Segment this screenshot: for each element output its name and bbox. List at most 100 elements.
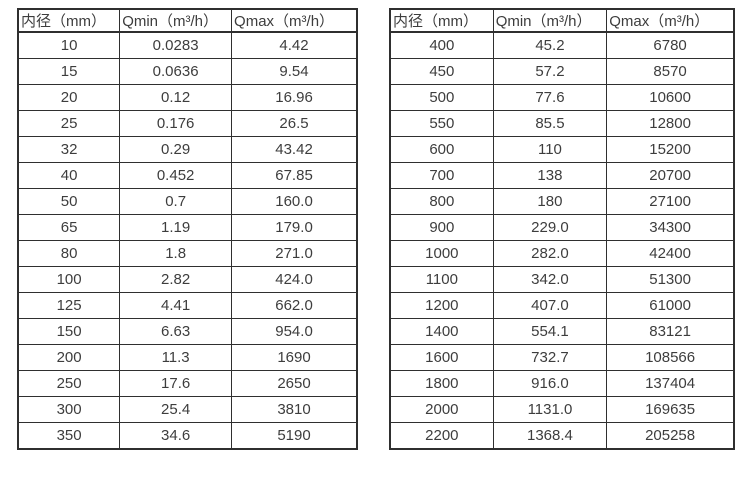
table-cell: 450 bbox=[389, 58, 494, 85]
table-row: 100 2.82 424.0 bbox=[17, 266, 358, 293]
table-cell: 27100 bbox=[606, 188, 735, 215]
table-cell: 3810 bbox=[231, 396, 358, 423]
table-cell: 550 bbox=[389, 110, 494, 137]
table-cell: 1368.4 bbox=[492, 422, 608, 450]
header-row: 内径（mm） Qmin（m³/h） Qmax（m³/h） bbox=[389, 8, 735, 33]
table-cell: 80 bbox=[17, 240, 121, 267]
table-cell: 179.0 bbox=[231, 214, 358, 241]
table-cell: 1200 bbox=[389, 292, 494, 319]
table-row: 800 180 27100 bbox=[389, 188, 735, 215]
table-row: 450 57.2 8570 bbox=[389, 58, 735, 85]
table-cell: 4.42 bbox=[231, 31, 358, 59]
table-row: 20 0.12 16.96 bbox=[17, 84, 358, 111]
table-cell: 916.0 bbox=[492, 370, 608, 397]
table-cell: 10600 bbox=[606, 84, 735, 111]
table-row: 500 77.6 10600 bbox=[389, 84, 735, 111]
table-cell: 40 bbox=[17, 162, 121, 189]
table-cell: 5190 bbox=[231, 422, 358, 450]
table-cell: 250 bbox=[17, 370, 121, 397]
table-cell: 1000 bbox=[389, 240, 494, 267]
table-cell: 51300 bbox=[606, 266, 735, 293]
table-cell: 125 bbox=[17, 292, 121, 319]
table-cell: 42400 bbox=[606, 240, 735, 267]
table-cell: 1400 bbox=[389, 318, 494, 345]
table-cell: 0.29 bbox=[119, 136, 233, 163]
table-cell: 271.0 bbox=[231, 240, 358, 267]
table-cell: 1.19 bbox=[119, 214, 233, 241]
table-row: 300 25.4 3810 bbox=[17, 396, 358, 423]
column-header: Qmax（m³/h） bbox=[606, 8, 735, 33]
table-cell: 32 bbox=[17, 136, 121, 163]
table-cell: 1.8 bbox=[119, 240, 233, 267]
table-cell: 2.82 bbox=[119, 266, 233, 293]
table-row: 32 0.29 43.42 bbox=[17, 136, 358, 163]
column-header: 内径（mm） bbox=[17, 8, 121, 33]
table-cell: 0.452 bbox=[119, 162, 233, 189]
table-cell: 0.12 bbox=[119, 84, 233, 111]
table-row: 550 85.5 12800 bbox=[389, 110, 735, 137]
table-row: 1400 554.1 83121 bbox=[389, 318, 735, 345]
table-row: 80 1.8 271.0 bbox=[17, 240, 358, 267]
column-header: Qmin（m³/h） bbox=[119, 8, 233, 33]
table-cell: 12800 bbox=[606, 110, 735, 137]
table-cell: 1800 bbox=[389, 370, 494, 397]
table-cell: 9.54 bbox=[231, 58, 358, 85]
table-cell: 50 bbox=[17, 188, 121, 215]
table-cell: 8570 bbox=[606, 58, 735, 85]
table-row: 250 17.6 2650 bbox=[17, 370, 358, 397]
table-row: 900 229.0 34300 bbox=[389, 214, 735, 241]
table-cell: 282.0 bbox=[492, 240, 608, 267]
table-cell: 26.5 bbox=[231, 110, 358, 137]
table-cell: 400 bbox=[389, 31, 494, 59]
table-cell: 138 bbox=[492, 162, 608, 189]
flow-rate-table-large-diameters: 内径（mm） Qmin（m³/h） Qmax（m³/h） 400 45.2 6780 450… bbox=[389, 8, 735, 450]
table-cell: 342.0 bbox=[492, 266, 608, 293]
table-cell: 180 bbox=[492, 188, 608, 215]
table-cell: 900 bbox=[389, 214, 494, 241]
table-row: 350 34.6 5190 bbox=[17, 422, 358, 450]
table-cell: 700 bbox=[389, 162, 494, 189]
table-row: 15 0.0636 9.54 bbox=[17, 58, 358, 85]
table-cell: 15 bbox=[17, 58, 121, 85]
table-cell: 1100 bbox=[389, 266, 494, 293]
table-cell: 1131.0 bbox=[492, 396, 608, 423]
table-row: 1800 916.0 137404 bbox=[389, 370, 735, 397]
table-cell: 424.0 bbox=[231, 266, 358, 293]
table-row: 1000 282.0 42400 bbox=[389, 240, 735, 267]
table-row: 125 4.41 662.0 bbox=[17, 292, 358, 319]
table-row: 400 45.2 6780 bbox=[389, 31, 735, 59]
table-cell: 954.0 bbox=[231, 318, 358, 345]
table-row: 1200 407.0 61000 bbox=[389, 292, 735, 319]
flow-rate-table-small-diameters: 内径（mm） Qmin（m³/h） Qmax（m³/h） 10 0.0283 4.42 15… bbox=[17, 8, 358, 450]
table-cell: 34300 bbox=[606, 214, 735, 241]
table-cell: 600 bbox=[389, 136, 494, 163]
table-cell: 10 bbox=[17, 31, 121, 59]
table-row: 600 110 15200 bbox=[389, 136, 735, 163]
table-cell: 108566 bbox=[606, 344, 735, 371]
table-cell: 554.1 bbox=[492, 318, 608, 345]
table-cell: 34.6 bbox=[119, 422, 233, 450]
table-cell: 500 bbox=[389, 84, 494, 111]
table-row: 65 1.19 179.0 bbox=[17, 214, 358, 241]
table-row: 40 0.452 67.85 bbox=[17, 162, 358, 189]
table-cell: 100 bbox=[17, 266, 121, 293]
table-cell: 83121 bbox=[606, 318, 735, 345]
table-cell: 1690 bbox=[231, 344, 358, 371]
table-row: 700 138 20700 bbox=[389, 162, 735, 189]
table-row: 150 6.63 954.0 bbox=[17, 318, 358, 345]
table-cell: 4.41 bbox=[119, 292, 233, 319]
table-cell: 800 bbox=[389, 188, 494, 215]
table-row: 200 11.3 1690 bbox=[17, 344, 358, 371]
header-row: 内径（mm） Qmin（m³/h） Qmax（m³/h） bbox=[17, 8, 358, 33]
table-cell: 200 bbox=[17, 344, 121, 371]
table-cell: 20700 bbox=[606, 162, 735, 189]
table-cell: 110 bbox=[492, 136, 608, 163]
table-cell: 0.176 bbox=[119, 110, 233, 137]
table-cell: 137404 bbox=[606, 370, 735, 397]
table-cell: 20 bbox=[17, 84, 121, 111]
table-cell: 2200 bbox=[389, 422, 494, 450]
table-cell: 25 bbox=[17, 110, 121, 137]
table-cell: 300 bbox=[17, 396, 121, 423]
table-cell: 57.2 bbox=[492, 58, 608, 85]
